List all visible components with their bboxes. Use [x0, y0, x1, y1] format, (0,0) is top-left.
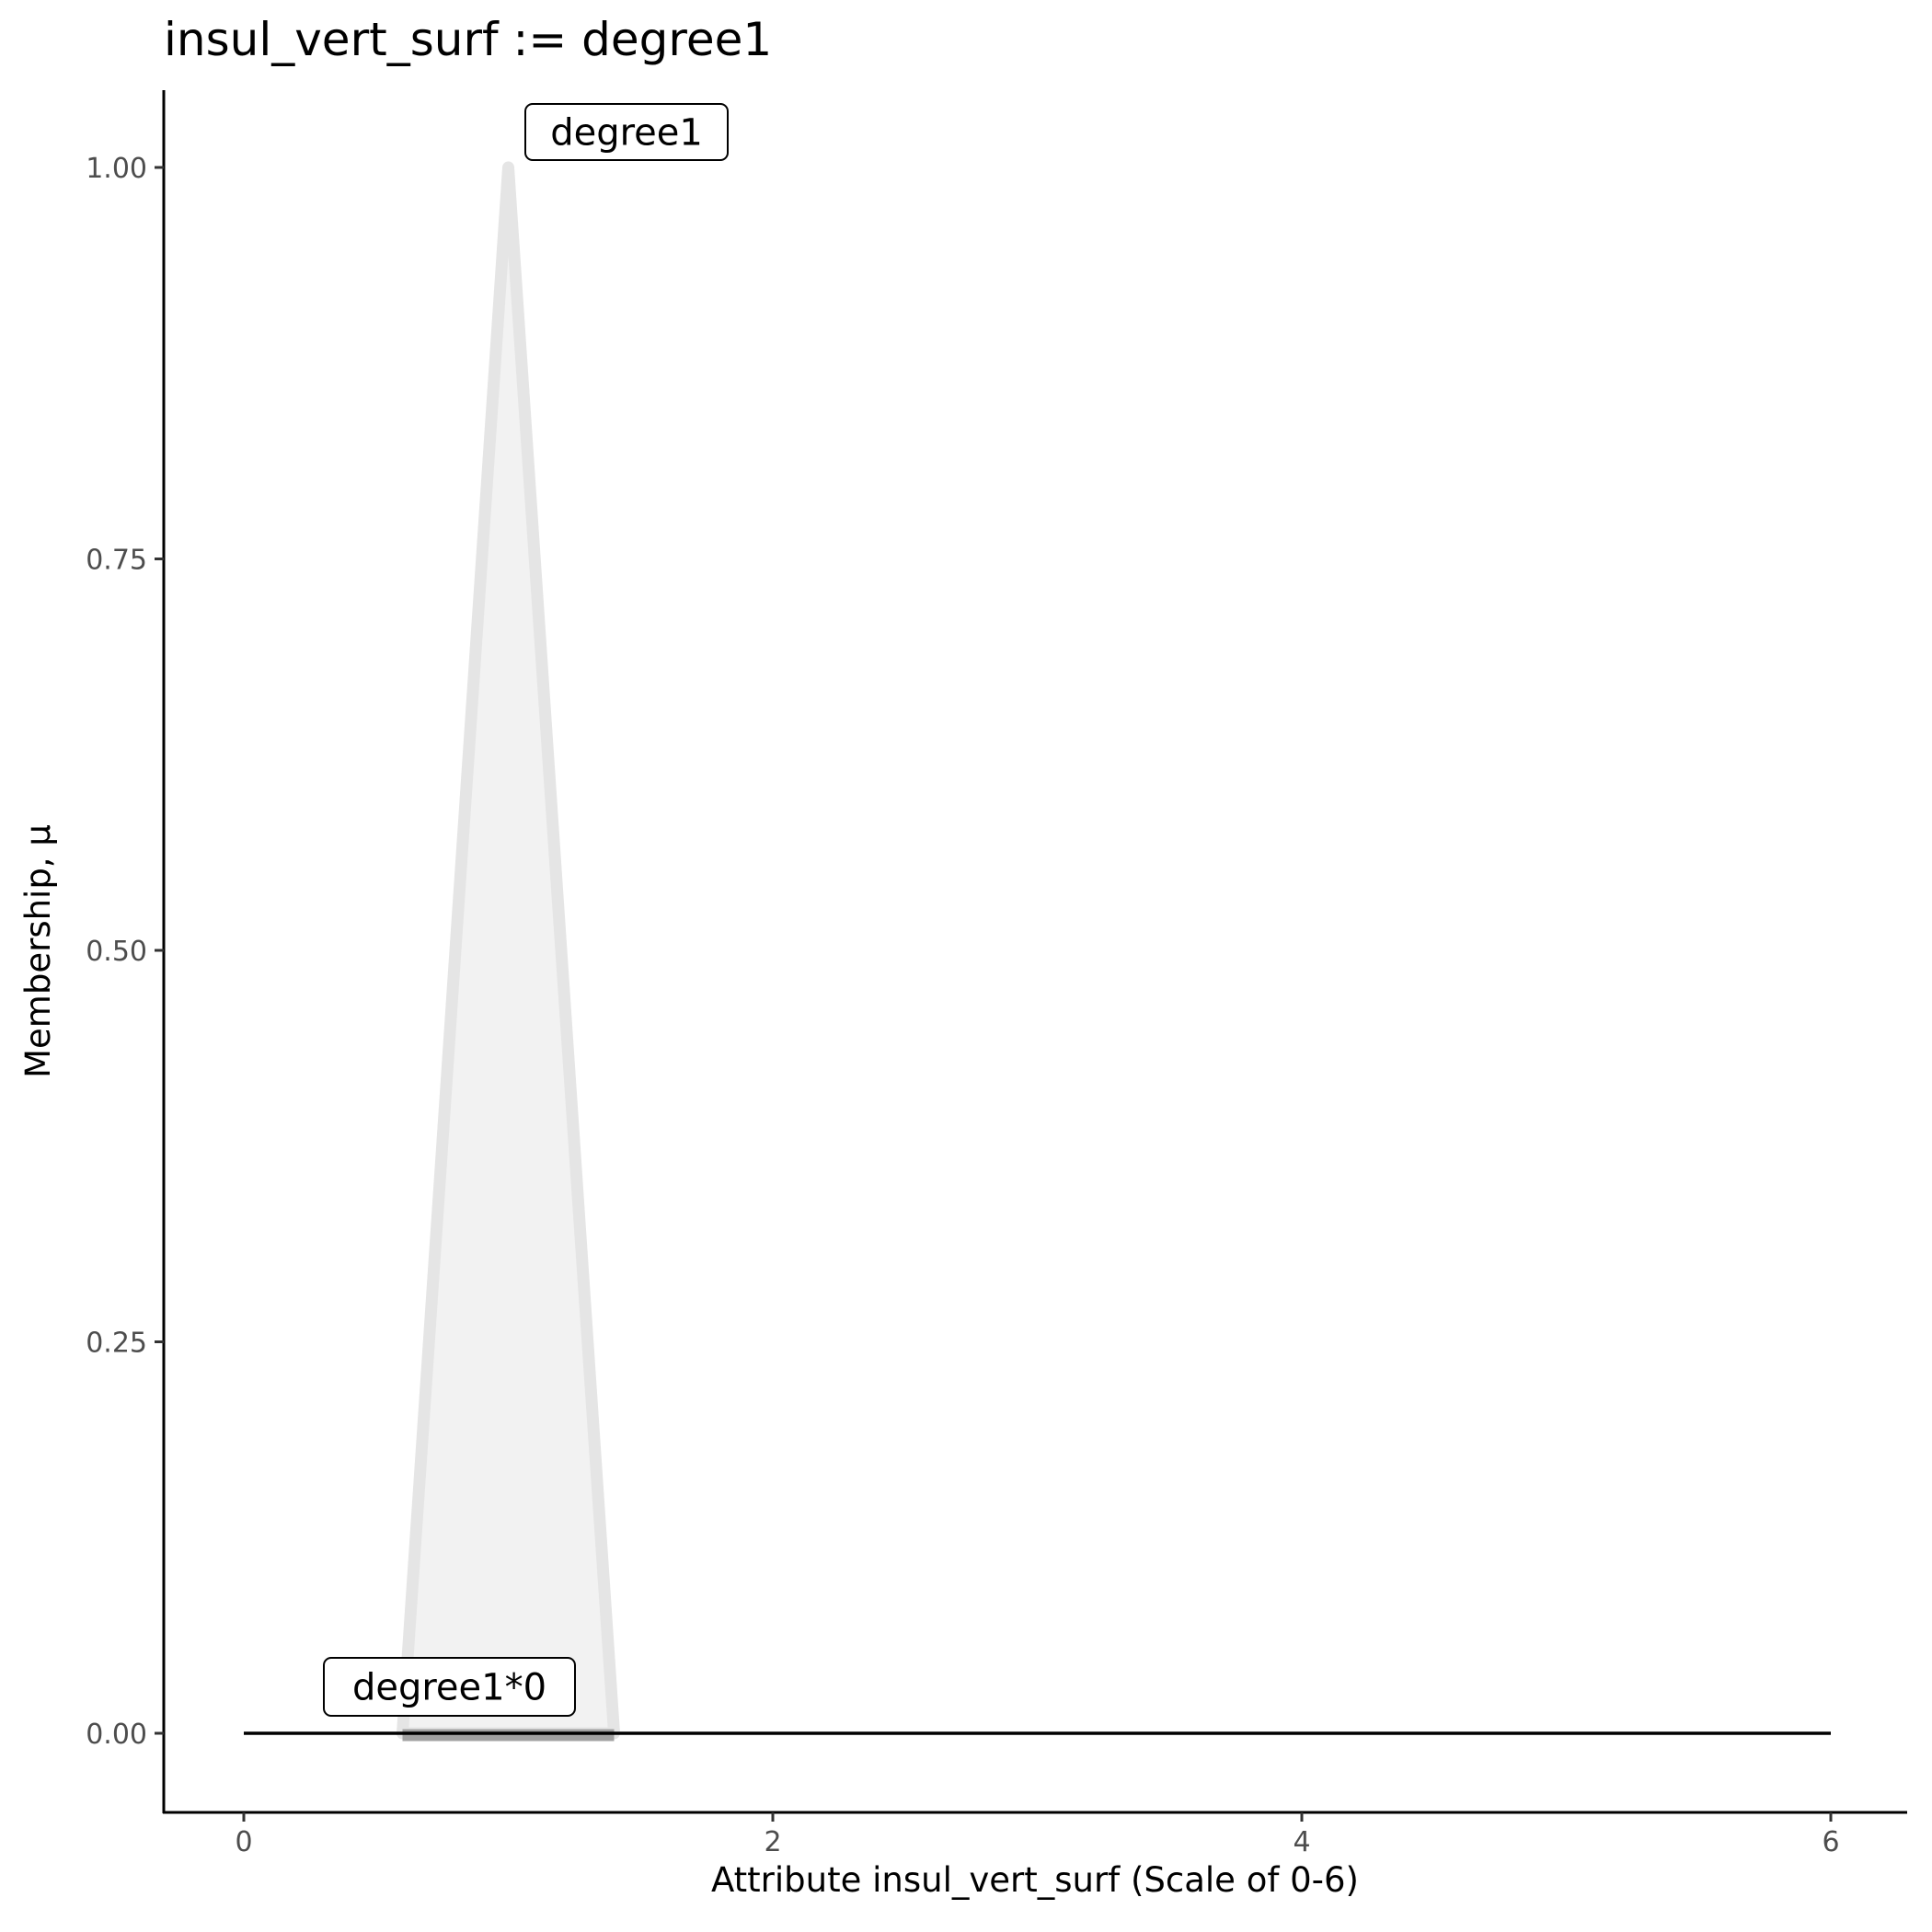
plot-area — [244, 161, 1831, 1742]
y-tick-label: 1.00 — [86, 153, 147, 185]
label-box — [323, 1657, 576, 1717]
y-tick-label: 0.75 — [86, 545, 147, 577]
y-axis-title: Membership, μ — [18, 824, 58, 1078]
annotation-labels: degree1 degree1*0 — [323, 103, 729, 1717]
y-axis-ticks: 0.00 0.25 0.50 0.75 1.00 — [86, 153, 164, 1751]
y-tick-label: 0.00 — [86, 1719, 147, 1751]
label-box — [524, 103, 729, 161]
y-tick-label: 0.25 — [86, 1328, 147, 1360]
x-axis-ticks: 0 2 4 6 — [235, 1812, 1840, 1858]
annotation-label: degree1*0 — [352, 1667, 546, 1709]
annotation-label: degree1 — [550, 112, 703, 155]
degree1-membership-area — [397, 161, 620, 1740]
chart-title: insul_vert_surf := degree1 — [164, 13, 772, 66]
y-tick-label: 0.50 — [86, 936, 147, 968]
x-tick-label: 2 — [764, 1826, 781, 1858]
x-axis-title: Attribute insul_vert_surf (Scale of 0-6) — [711, 1860, 1359, 1900]
x-tick-label: 0 — [235, 1826, 252, 1858]
x-tick-label: 6 — [1822, 1826, 1839, 1858]
x-tick-label: 4 — [1293, 1826, 1310, 1858]
